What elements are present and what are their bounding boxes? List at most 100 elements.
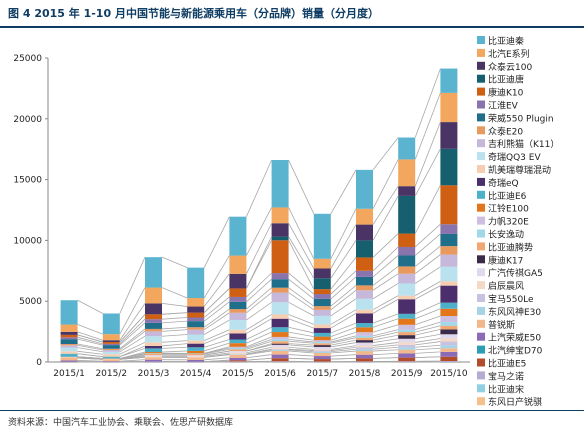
series-line-21-2 bbox=[161, 326, 188, 330]
bar-segment-3-22 bbox=[187, 321, 205, 328]
bar-segment-2-9 bbox=[145, 356, 162, 358]
bar-segment-5-12 bbox=[271, 341, 289, 344]
series-line-5-4 bbox=[246, 354, 272, 359]
series-line-4-7 bbox=[372, 357, 399, 359]
series-line-10-6 bbox=[330, 342, 357, 348]
legend-swatch-28 bbox=[477, 397, 485, 406]
bar-segment-8-3 bbox=[398, 357, 416, 362]
series-line-22-3 bbox=[203, 301, 230, 322]
series-line-21-0 bbox=[77, 343, 103, 350]
bar-segment-7-19 bbox=[356, 298, 373, 310]
bar-segment-5-9 bbox=[271, 347, 289, 350]
bar-segment-2-16 bbox=[145, 348, 162, 353]
bar-segment-1-24 bbox=[102, 342, 120, 344]
legend-entry-10: 凯美瑞尊瑞混动 bbox=[488, 164, 551, 176]
bar-segment-9-14 bbox=[440, 316, 458, 323]
series-line-18-2 bbox=[161, 340, 188, 343]
series-line-16-2 bbox=[161, 346, 188, 349]
series-line-21-1 bbox=[119, 328, 146, 350]
series-line-17-7 bbox=[372, 298, 399, 314]
legend-entry-16: 比亚迪腾势 bbox=[488, 241, 533, 253]
bar-segment-5-8 bbox=[271, 349, 289, 350]
bar-segment-4-18 bbox=[229, 329, 247, 334]
bar-segment-7-3 bbox=[356, 358, 373, 362]
legend-swatch-2 bbox=[477, 61, 485, 70]
series-line-5-6 bbox=[330, 354, 357, 357]
bar-segment-4-21 bbox=[229, 309, 247, 313]
bar-segment-5-28 bbox=[271, 160, 289, 208]
series-line-8-3 bbox=[204, 353, 230, 358]
bar-segment-6-21 bbox=[313, 306, 331, 310]
bar-segment-8-26 bbox=[398, 186, 416, 196]
y-tick-label-1: 5000 bbox=[19, 297, 42, 307]
bar-segment-8-10 bbox=[398, 338, 416, 343]
series-line-28-7 bbox=[372, 137, 399, 171]
bar-segment-6-16 bbox=[313, 332, 331, 337]
legend-entry-0: 比亚迪秦 bbox=[488, 35, 524, 47]
title-bar bbox=[0, 0, 584, 28]
legend-entry-24: 北汽绅宝D70 bbox=[488, 345, 543, 357]
series-line-11-0 bbox=[77, 356, 103, 360]
bar-segment-9-24 bbox=[440, 185, 458, 225]
bar-segment-7-20 bbox=[356, 290, 373, 299]
legend-swatch-17 bbox=[477, 255, 485, 264]
series-line-16-4 bbox=[246, 326, 272, 340]
bar-segment-6-14 bbox=[313, 340, 331, 343]
bar-segment-5-19 bbox=[271, 302, 289, 315]
bar-segment-8-14 bbox=[398, 324, 416, 330]
legend-swatch-1 bbox=[477, 48, 485, 57]
bar-segment-5-18 bbox=[271, 314, 289, 319]
bar-segment-3-12 bbox=[187, 353, 205, 356]
series-line-20-4 bbox=[246, 292, 272, 314]
bar-segment-1-21 bbox=[102, 348, 120, 350]
bar-segment-5-16 bbox=[271, 327, 289, 333]
series-line-6-6 bbox=[330, 350, 357, 354]
series-line-6-4 bbox=[246, 350, 272, 356]
series-line-22-7 bbox=[372, 255, 399, 278]
bar-segment-0-26 bbox=[60, 331, 78, 335]
bar-segment-3-21 bbox=[187, 327, 205, 330]
x-tick-label-5: 2015/6 bbox=[264, 369, 296, 379]
bar-segment-4-9 bbox=[229, 352, 247, 355]
legend-swatch-10 bbox=[477, 165, 485, 173]
series-line-25-6 bbox=[330, 240, 357, 279]
bar-segment-6-6 bbox=[313, 353, 331, 357]
bar-segment-2-17 bbox=[145, 345, 162, 349]
series-line-17-5 bbox=[288, 318, 314, 329]
bar-segment-5-2 bbox=[271, 361, 289, 362]
series-line-26-4 bbox=[246, 223, 272, 275]
legend-swatch-26 bbox=[477, 371, 485, 380]
bar-segment-0-27 bbox=[60, 324, 78, 332]
bar-segment-4-15 bbox=[229, 343, 247, 347]
bar-segment-5-25 bbox=[271, 236, 289, 241]
bar-segment-6-22 bbox=[313, 298, 331, 307]
series-line-27-3 bbox=[203, 255, 230, 299]
bar-segment-3-23 bbox=[187, 317, 205, 322]
bar-segment-9-7 bbox=[440, 345, 458, 349]
bar-segment-9-15 bbox=[440, 308, 458, 317]
bar-segment-2-24 bbox=[145, 314, 162, 320]
series-line-26-2 bbox=[161, 302, 188, 307]
legend-entry-14: 力帆320E bbox=[488, 216, 529, 228]
series-line-19-1 bbox=[119, 335, 146, 353]
bar-segment-4-13 bbox=[229, 348, 247, 350]
bar-segment-2-19 bbox=[145, 336, 162, 343]
bar-segment-7-12 bbox=[356, 337, 373, 341]
bar-segment-8-20 bbox=[398, 273, 416, 284]
bar-segment-5-22 bbox=[271, 279, 289, 288]
bar-segment-4-12 bbox=[229, 349, 247, 352]
series-line-9-8 bbox=[415, 338, 441, 343]
legend-entry-27: 比亚迪宋 bbox=[488, 383, 524, 395]
bar-segment-8-15 bbox=[398, 318, 416, 325]
series-line-24-8 bbox=[414, 185, 441, 234]
series-line-25-3 bbox=[203, 288, 230, 313]
legend-swatch-12 bbox=[477, 190, 485, 199]
series-line-23-0 bbox=[77, 336, 103, 345]
bar-segment-7-27 bbox=[356, 208, 373, 225]
series-line-23-6 bbox=[330, 270, 357, 295]
bar-segment-2-13 bbox=[145, 353, 162, 354]
bar-segment-7-14 bbox=[356, 332, 373, 336]
series-line-18-3 bbox=[204, 329, 230, 341]
bar-segment-0-5 bbox=[60, 360, 78, 362]
series-line-11-1 bbox=[119, 354, 146, 360]
